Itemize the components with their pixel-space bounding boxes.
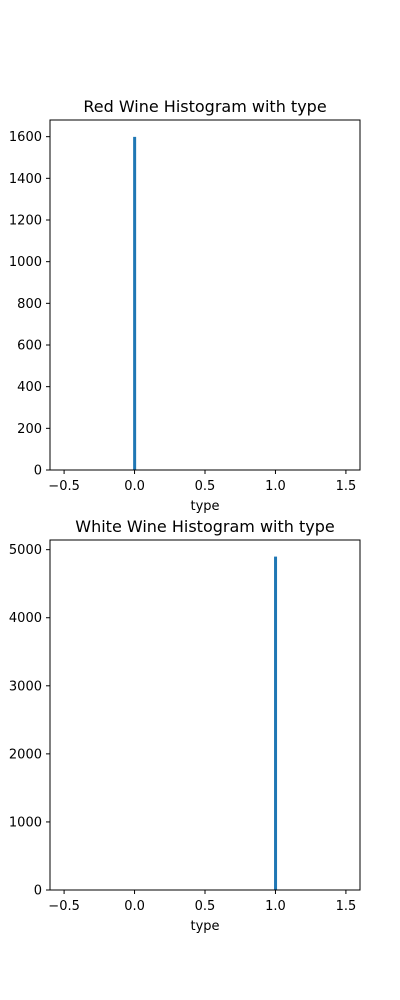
red-wine-y-tick-label: 0 bbox=[34, 464, 42, 479]
red-wine-x-tick-label: 0.5 bbox=[195, 479, 216, 494]
white-wine-x-tick-label: 1.0 bbox=[265, 899, 286, 914]
red-wine-y-tick-label: 600 bbox=[17, 339, 42, 354]
white-wine-x-axis-ticks: −0.5 0.0 0.5 1.0 1.5 bbox=[48, 890, 356, 914]
red-wine-x-tick-label: 0.0 bbox=[124, 479, 145, 494]
white-wine-x-tick-label: 0.5 bbox=[195, 899, 216, 914]
red-wine-bars bbox=[133, 136, 137, 470]
white-wine-x-axis-label: type bbox=[190, 919, 219, 934]
white-wine-y-tick-label: 5000 bbox=[9, 543, 42, 558]
red-wine-x-axis-label: type bbox=[190, 499, 219, 514]
red-wine-y-tick-label: 1000 bbox=[9, 255, 42, 270]
white-wine-plot-frame bbox=[49, 539, 361, 891]
red-wine-chart: Red Wine Histogram with type −0.5 0.0 0.5 1… bbox=[9, 97, 361, 514]
red-wine-y-tick-label: 1400 bbox=[9, 172, 42, 187]
red-wine-x-tick-label: −0.5 bbox=[48, 479, 80, 494]
red-wine-y-tick-label: 400 bbox=[17, 380, 42, 395]
white-wine-chart-title: White Wine Histogram with type bbox=[75, 517, 334, 536]
red-wine-x-tick-label: 1.5 bbox=[336, 479, 357, 494]
red-wine-histogram-bar bbox=[133, 136, 137, 470]
red-wine-y-tick-label: 1200 bbox=[9, 214, 42, 229]
red-wine-plot-frame bbox=[49, 119, 361, 471]
white-wine-x-tick-label: −0.5 bbox=[48, 899, 80, 914]
white-wine-x-tick-label: 0.0 bbox=[124, 899, 145, 914]
red-wine-y-tick-label: 200 bbox=[17, 422, 42, 437]
white-wine-histogram-bar bbox=[274, 556, 278, 890]
red-wine-x-axis-ticks: −0.5 0.0 0.5 1.0 1.5 bbox=[48, 470, 356, 494]
white-wine-y-tick-label: 1000 bbox=[9, 815, 42, 830]
white-wine-bars bbox=[274, 556, 278, 890]
red-wine-y-tick-label: 800 bbox=[17, 297, 42, 312]
white-wine-chart: White Wine Histogram with type −0.5 0.0 0.… bbox=[9, 517, 361, 934]
white-wine-y-axis-ticks: 0 1000 2000 3000 4000 5000 bbox=[9, 543, 50, 899]
white-wine-y-tick-label: 2000 bbox=[9, 747, 42, 762]
white-wine-y-tick-label: 3000 bbox=[9, 679, 42, 694]
red-wine-y-axis-ticks: 0 200 400 600 800 1000 1200 1400 1600 bbox=[9, 130, 50, 479]
white-wine-y-tick-label: 0 bbox=[34, 884, 42, 899]
white-wine-x-tick-label: 1.5 bbox=[336, 899, 357, 914]
red-wine-chart-title: Red Wine Histogram with type bbox=[83, 97, 326, 116]
red-wine-x-tick-label: 1.0 bbox=[265, 479, 286, 494]
white-wine-y-tick-label: 4000 bbox=[9, 611, 42, 626]
red-wine-y-tick-label: 1600 bbox=[9, 130, 42, 145]
